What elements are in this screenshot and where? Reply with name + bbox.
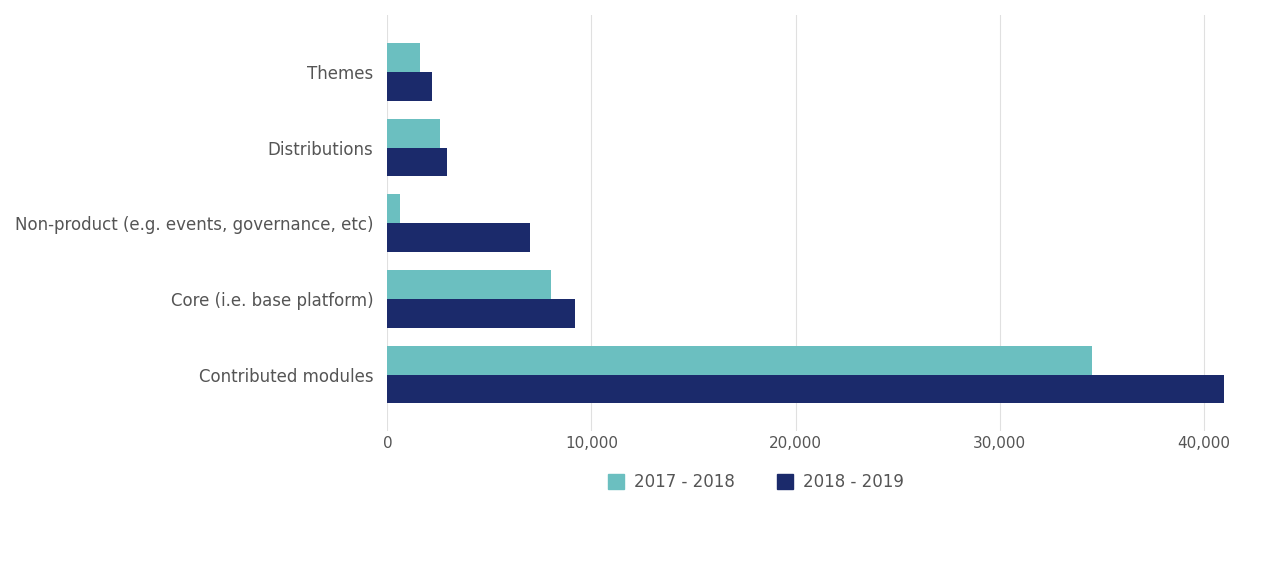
Bar	[388, 43, 420, 72]
Bar	[388, 148, 447, 176]
Bar	[388, 119, 440, 148]
Bar	[388, 299, 575, 328]
Bar	[388, 72, 433, 101]
Bar	[388, 346, 1092, 375]
Bar	[388, 223, 530, 252]
Bar	[388, 270, 550, 299]
Legend: 2017 - 2018, 2018 - 2019: 2017 - 2018, 2018 - 2019	[600, 467, 911, 498]
Bar	[388, 194, 399, 223]
Bar	[388, 375, 1224, 403]
